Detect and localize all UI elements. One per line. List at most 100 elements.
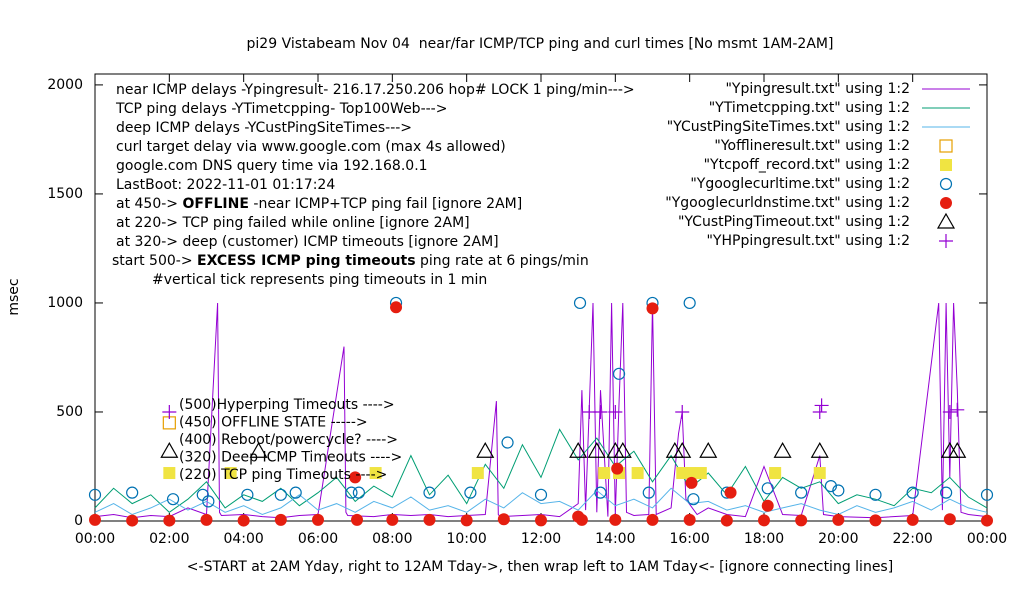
marker <box>810 442 829 458</box>
marker <box>352 486 365 499</box>
marker <box>906 486 919 499</box>
marker <box>200 513 213 526</box>
x-tick-label: 00:00 <box>967 531 1007 547</box>
marker <box>460 514 473 527</box>
marker <box>795 514 808 527</box>
marker <box>386 513 399 526</box>
marker <box>598 467 611 480</box>
marker <box>163 467 176 480</box>
annotation: LastBoot: 2022-11-01 01:17:24 <box>116 177 335 193</box>
marker <box>646 302 659 315</box>
marker <box>724 486 737 499</box>
x-tick-label: 06:00 <box>298 531 338 547</box>
marker <box>612 367 626 380</box>
annotation-part: at 450-> <box>116 196 182 212</box>
legend-swatch <box>940 197 952 209</box>
legend-swatch <box>940 159 952 171</box>
marker <box>613 442 632 458</box>
marker <box>642 486 655 499</box>
marker <box>471 467 484 480</box>
x-tick-label: 04:00 <box>223 531 263 547</box>
x-tick-label: 12:00 <box>521 531 561 547</box>
x-tick-label: 14:00 <box>595 531 635 547</box>
y-tick-label: 0 <box>74 513 83 529</box>
marker <box>813 467 826 480</box>
key-note: (220) TCP ping Timeouts ----> <box>179 467 387 483</box>
marker <box>89 513 101 526</box>
y-tick-label: 1500 <box>47 186 83 202</box>
marker <box>685 476 698 489</box>
marker <box>687 493 700 506</box>
marker <box>593 404 608 419</box>
marker <box>249 442 268 458</box>
annotation-part: -near ICMP+TCP ping fail [ignore 2AM] <box>249 196 522 212</box>
marker <box>476 442 495 458</box>
key-note: (500)Hyperping Timeouts ----> <box>179 397 395 413</box>
marker <box>608 404 623 419</box>
legend-swatch <box>939 139 953 153</box>
legend-label: "Ytcpoff_record.txt" using 1:2 <box>704 157 910 173</box>
marker <box>773 442 792 458</box>
marker <box>497 513 510 526</box>
annotation: at 220-> TCP ping failed while online [i… <box>116 215 470 231</box>
marker <box>694 467 707 480</box>
annotation: #vertical tick represents ping timeouts … <box>152 272 487 288</box>
legend-label: "YHPpingresult.txt" using 1:2 <box>706 233 910 249</box>
marker <box>980 488 994 501</box>
annotation: deep ICMP delays -YCustPingSiteTimes---> <box>116 120 412 136</box>
x-tick-label: 22:00 <box>892 531 932 547</box>
x-tick-label: 10:00 <box>446 531 486 547</box>
marker <box>166 493 180 506</box>
marker <box>163 514 176 527</box>
marker <box>369 467 382 480</box>
legend-swatch <box>939 234 953 248</box>
legend-label: "Ypingresult.txt" using 1:2 <box>725 81 910 97</box>
marker <box>981 514 993 527</box>
marker <box>950 402 965 417</box>
legend-swatch <box>939 177 953 191</box>
marker <box>675 404 690 419</box>
annotation: curl target delay via www.google.com (ma… <box>116 139 506 155</box>
marker <box>869 488 882 501</box>
marker <box>646 513 659 526</box>
marker <box>345 486 358 499</box>
marker <box>162 404 177 419</box>
legend-swatch <box>936 212 956 229</box>
key-note: (400) Reboot/powercycle? ----> <box>179 432 398 448</box>
marker <box>832 513 845 526</box>
marker <box>274 488 287 501</box>
marker <box>569 442 588 458</box>
legend-label: "Ygooglecurldnstime.txt" using 1:2 <box>665 195 910 211</box>
y-tick-label: 1000 <box>47 295 83 311</box>
annotation-part: OFFLINE <box>182 196 248 212</box>
marker <box>126 514 139 527</box>
x-tick-label: 02:00 <box>149 531 189 547</box>
marker <box>573 296 587 310</box>
marker <box>390 301 403 314</box>
key-note: (450) OFFLINE STATE -----> <box>179 415 368 431</box>
marker <box>720 514 733 527</box>
marker <box>501 436 514 449</box>
marker <box>942 404 957 419</box>
marker <box>683 513 696 526</box>
marker <box>758 514 770 527</box>
marker <box>202 495 215 508</box>
annotation: near ICMP delays -Ypingresult- 216.17.25… <box>116 82 635 98</box>
marker <box>237 514 250 527</box>
legend-label: "YCustPingTimeout.txt" using 1:2 <box>678 214 910 230</box>
marker <box>534 488 548 501</box>
marker <box>312 513 324 526</box>
annotation: at 450-> OFFLINE -near ICMP+TCP ping fai… <box>116 196 522 212</box>
marker <box>289 486 302 499</box>
marker <box>699 442 718 458</box>
y-axis-label: msec <box>6 278 22 315</box>
marker <box>575 513 588 526</box>
marker <box>673 442 692 458</box>
x-tick-label: 00:00 <box>75 531 115 547</box>
marker <box>609 513 622 526</box>
marker <box>769 467 782 480</box>
x-tick-label: 16:00 <box>669 531 709 547</box>
annotation-part: EXCESS ICMP ping timeouts <box>197 253 416 269</box>
marker <box>943 513 956 526</box>
